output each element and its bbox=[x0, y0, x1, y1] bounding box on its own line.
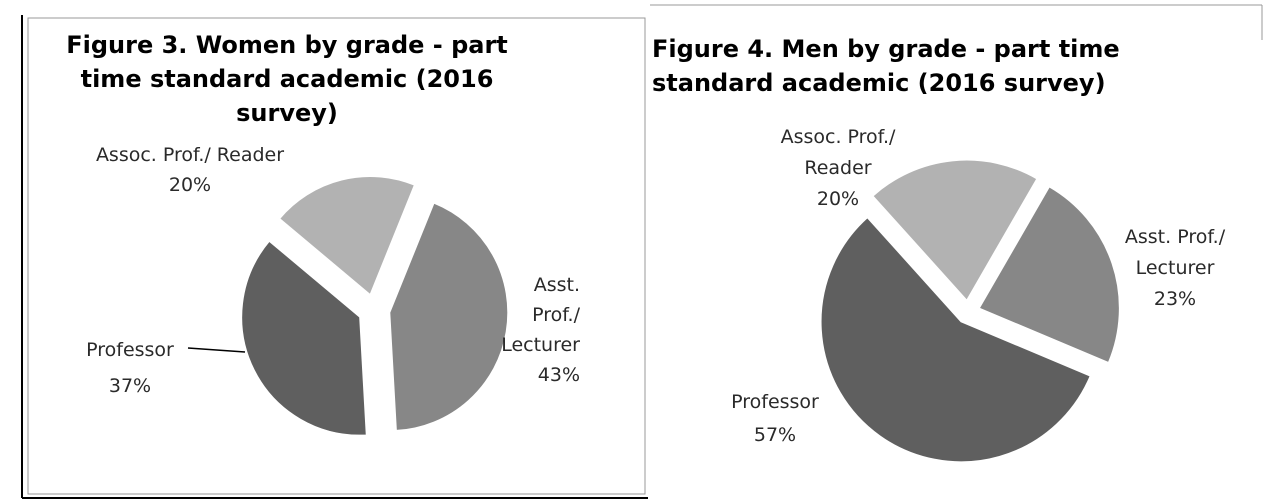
slice-label: Professor 57% bbox=[710, 386, 840, 452]
value-label: 20% bbox=[816, 188, 860, 210]
value-label: 37% bbox=[108, 375, 152, 397]
category-label: Asst. Prof./ Lecturer bbox=[501, 274, 580, 356]
pie-slice bbox=[872, 159, 1038, 301]
category-label: Asst. Prof./ Lecturer bbox=[1124, 226, 1226, 279]
category-label: Professor bbox=[86, 339, 174, 361]
chart-frame bbox=[27, 17, 646, 495]
pie-slice bbox=[241, 240, 367, 436]
slice-label: Professor 37% bbox=[70, 332, 190, 404]
pie-slice bbox=[279, 175, 415, 296]
chart-title: Figure 4. Men by grade - part time stand… bbox=[652, 35, 1120, 97]
category-label: Assoc. Prof./ Reader bbox=[780, 126, 896, 179]
value-label: 43% bbox=[537, 364, 580, 386]
slice-label: Assoc. Prof./ Reader 20% bbox=[60, 140, 320, 200]
pie-slice bbox=[820, 217, 1091, 463]
chart-title: Figure 3. Women by grade - part time sta… bbox=[66, 31, 508, 127]
slice-label: Asst. Prof./ Lecturer 23% bbox=[1120, 222, 1230, 315]
value-label: 57% bbox=[753, 424, 797, 446]
category-label: Professor bbox=[731, 391, 819, 413]
slice-label: Asst. Prof./ Lecturer 43% bbox=[480, 270, 580, 390]
pie-slice bbox=[389, 202, 509, 431]
leader-line bbox=[187, 347, 246, 353]
value-label: 20% bbox=[168, 174, 212, 196]
slice-label: Assoc. Prof./ Reader 20% bbox=[770, 122, 906, 215]
pie-slice bbox=[978, 186, 1120, 364]
value-label: 23% bbox=[1153, 288, 1197, 310]
category-label: Assoc. Prof./ Reader bbox=[95, 144, 285, 166]
